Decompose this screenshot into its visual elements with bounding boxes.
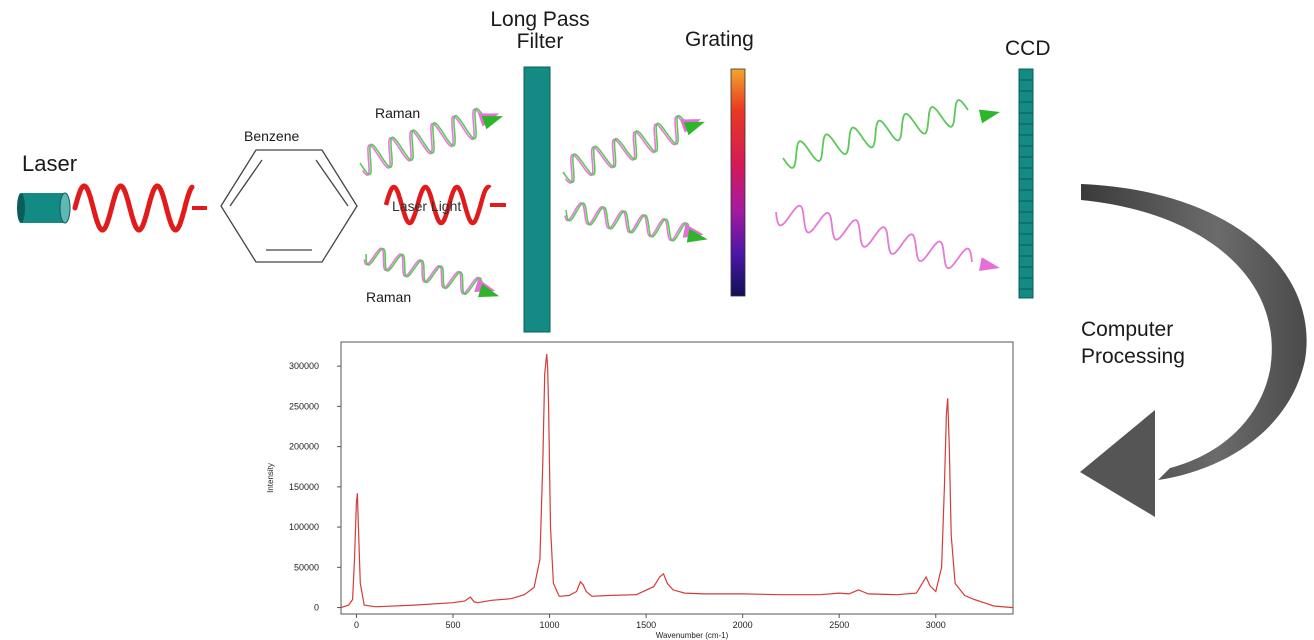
green-arrowhead: [481, 116, 504, 130]
y-axis-label: Intensity: [266, 463, 275, 493]
x-axis-label: Wavenumber (cm-1): [656, 631, 729, 640]
raman-label-bottom: Raman: [366, 289, 412, 305]
y-tick-label: 150000: [289, 482, 319, 492]
diffraction-grating: [730, 68, 746, 297]
y-tick-label: 50000: [294, 562, 319, 572]
x-tick-label: 1000: [540, 620, 560, 630]
green-arrowhead: [978, 109, 1000, 124]
x-tick-label: 0: [354, 620, 359, 630]
pink-arrowhead: [979, 257, 1000, 271]
y-tick-label: 300000: [289, 361, 319, 371]
ccd-label: CCD: [1005, 37, 1051, 60]
ccd-detector: [1018, 68, 1034, 299]
raman-wave-top: [359, 107, 504, 177]
green-arrowhead: [686, 228, 708, 243]
dispersed-green-wave: [782, 99, 1000, 169]
filter-label-line1: Long Pass: [490, 8, 590, 31]
y-tick-label: 200000: [289, 442, 319, 452]
spectrum-line: [340, 354, 1014, 609]
laser-label: Laser: [22, 151, 78, 176]
x-tick-label: 500: [445, 620, 460, 630]
green-arrowhead: [478, 283, 500, 298]
raman-label-top: Raman: [375, 105, 421, 121]
dispersed-pink-wave: [775, 204, 1000, 271]
x-tick-label: 3000: [926, 620, 946, 630]
x-tick-label: 2500: [829, 620, 849, 630]
benzene-label: Benzene: [244, 128, 300, 144]
filter-label: Long Pass Filter: [470, 8, 610, 54]
raman-spectrum-chart: 0 50000 100000 150000 200000 250000 300000 0 500…: [266, 341, 1014, 640]
long-pass-filter: [523, 66, 551, 333]
scattered-light-waves: [359, 99, 1000, 298]
laser-light-wave: [383, 184, 506, 226]
y-tick-label: 250000: [289, 401, 319, 411]
filtered-wave-top: [562, 114, 705, 184]
y-tick-label: 0: [314, 603, 319, 613]
x-tick-label: 2000: [733, 620, 753, 630]
filter-label-line2: Filter: [516, 30, 564, 54]
computer-processing-label: Computer Processing: [1081, 316, 1185, 371]
chart-frame: [340, 341, 1014, 615]
curved-arrow-icon: [1080, 184, 1307, 517]
benzene-ring-icon: [220, 149, 358, 263]
filtered-wave-bottom: [564, 201, 708, 243]
pink-arrowhead: [474, 278, 496, 292]
laser-light-label: Laser Light: [392, 198, 462, 214]
grating-label: Grating: [685, 28, 754, 51]
green-arrowhead: [683, 121, 705, 136]
x-tick-label: 1500: [636, 620, 656, 630]
laser-cylinder-icon: [17, 192, 71, 224]
y-tick-label: 100000: [289, 522, 319, 532]
laser-beam-wave: [72, 183, 207, 233]
computer-label-line1: Computer: [1081, 318, 1174, 341]
raman-wave-bottom: [363, 247, 500, 298]
computer-label-line2: Processing: [1081, 345, 1185, 369]
